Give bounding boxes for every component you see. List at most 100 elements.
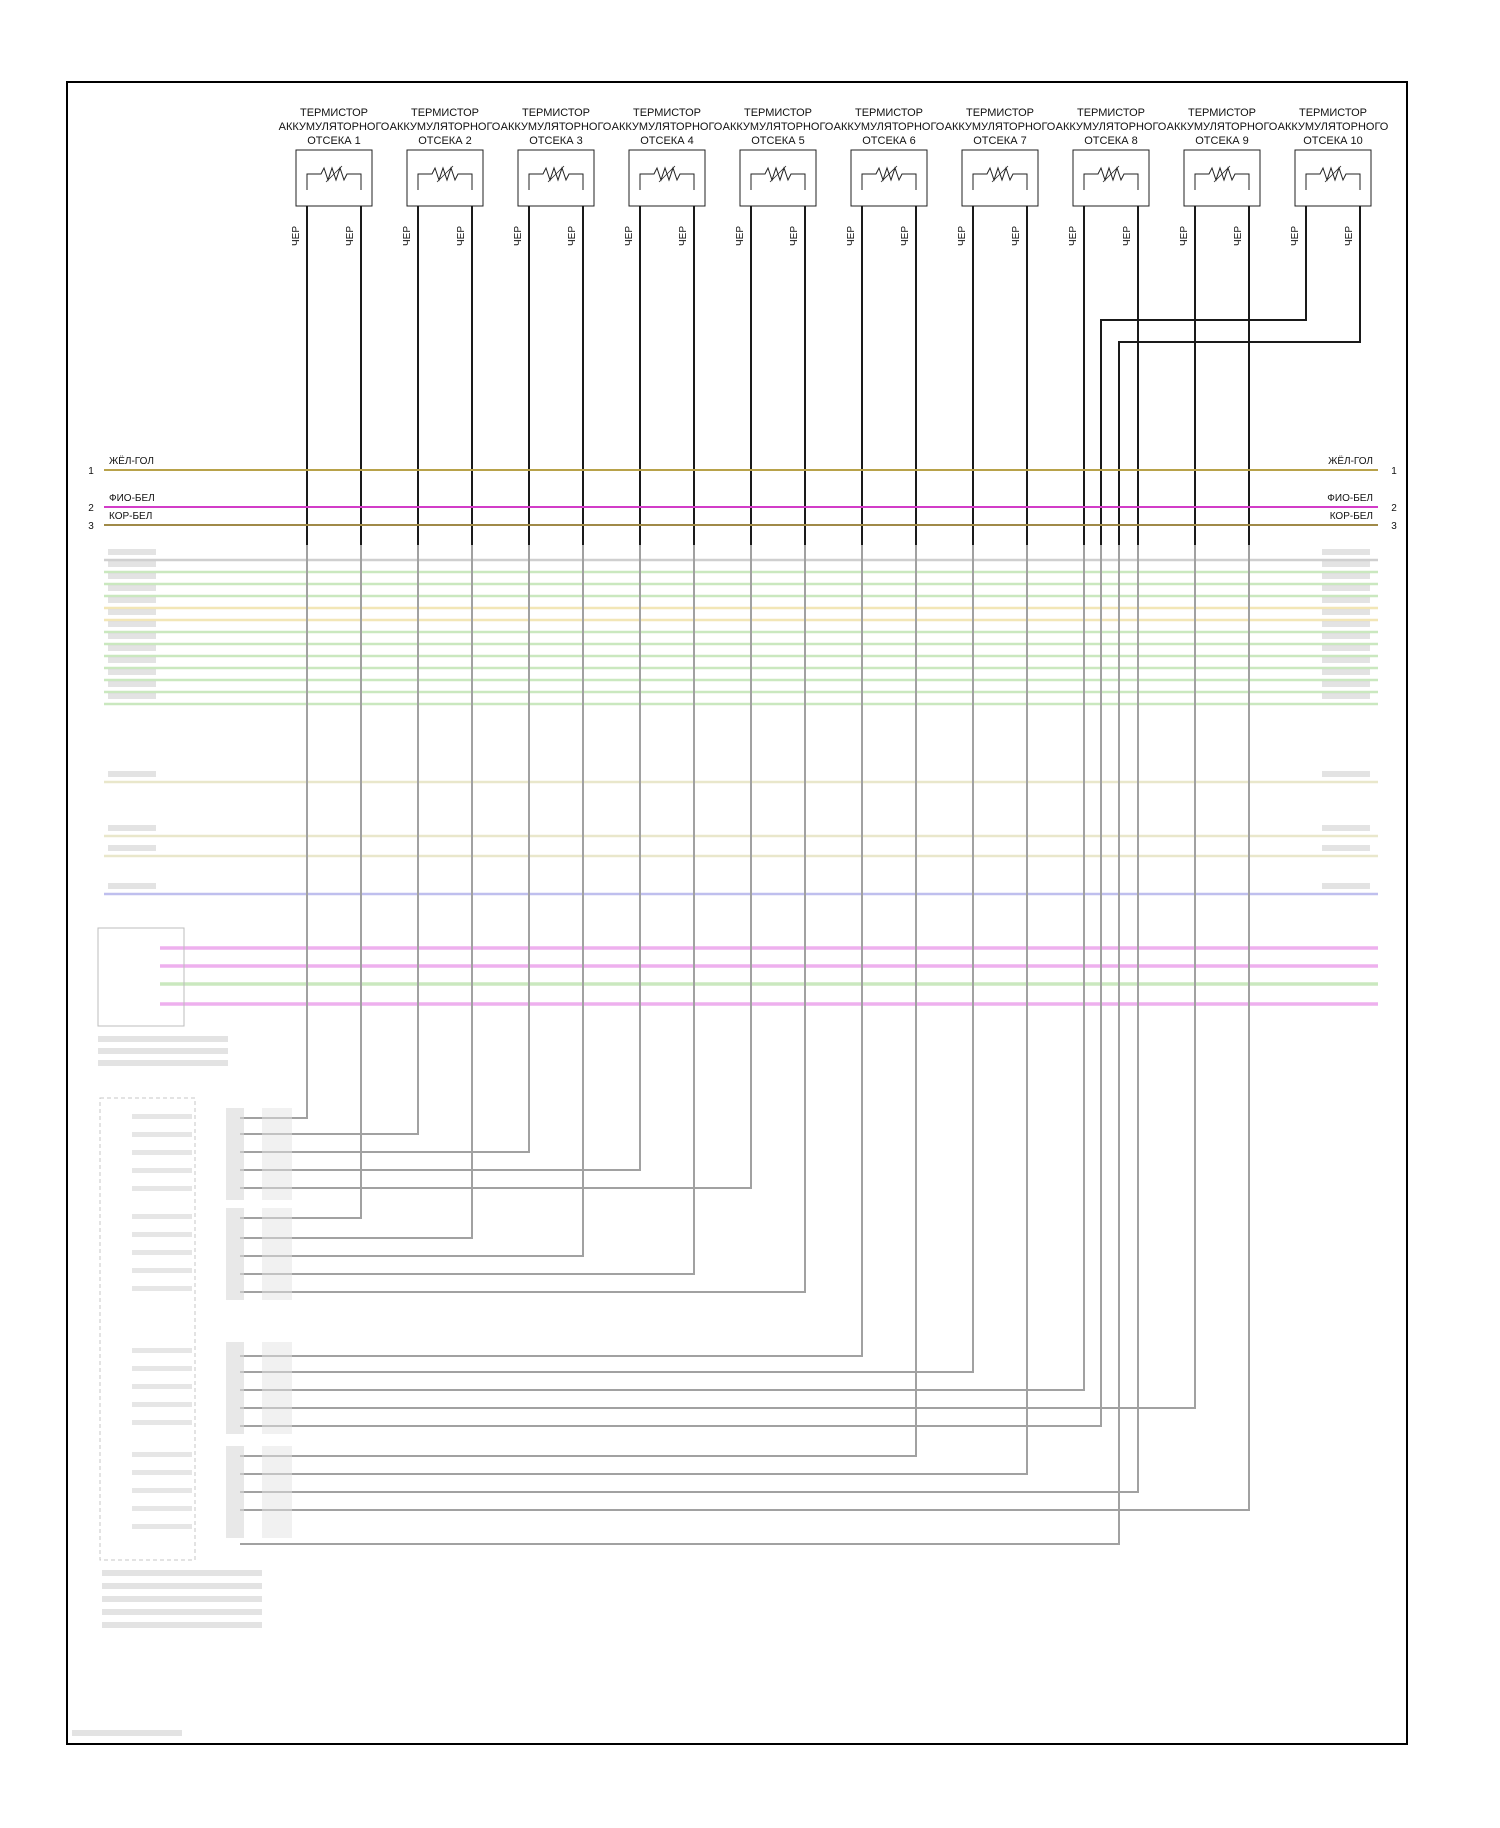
thermistor-8: ТЕРМИСТОР АККУМУЛЯТОРНОГО ОТСЕКА 8 ЧЕР ЧЕР <box>1056 107 1167 545</box>
wire-color-label: ЧЕР <box>1068 226 1079 246</box>
wire-color-label: ЧЕР <box>1011 226 1022 246</box>
bus-wire-label: ЖЁЛ-ГОЛ <box>1328 455 1373 467</box>
faded-label <box>132 1168 192 1173</box>
thermistor-title: ТЕРМИСТОР <box>300 107 368 119</box>
thermistor-title: ТЕРМИСТОР <box>522 107 590 119</box>
faded-label <box>108 693 156 699</box>
faded-label <box>1322 693 1370 699</box>
faded-label <box>98 1060 228 1066</box>
thermistor-bay-label: ОТСЕКА 4 <box>640 135 693 147</box>
wire-color-label: ЧЕР <box>567 226 578 246</box>
faded-label <box>108 597 156 603</box>
faded-label <box>1322 645 1370 651</box>
faded-label <box>132 1420 192 1425</box>
wire-color-label: ЧЕР <box>789 226 800 246</box>
thermistor-title: ТЕРМИСТОР <box>1188 107 1256 119</box>
blurred-section <box>72 545 1378 1736</box>
thermistor-bay-label: ОТСЕКА 8 <box>1084 135 1137 147</box>
faded-pin-block <box>226 1108 244 1200</box>
resistor-slash <box>1213 165 1231 183</box>
faded-label <box>108 883 156 889</box>
resistor-slash <box>658 165 676 183</box>
faded-label <box>1322 573 1370 579</box>
thermistor-subtitle: АККУМУЛЯТОРНОГО <box>1278 121 1389 133</box>
faded-label <box>132 1524 192 1529</box>
bus-pin-number: 2 <box>88 503 94 514</box>
thermistor-bay-label: ОТСЕКА 7 <box>973 135 1026 147</box>
faded-label <box>132 1506 192 1511</box>
faded-pin-block <box>226 1446 244 1538</box>
thermistor-group: ТЕРМИСТОР АККУМУЛЯТОРНОГО ОТСЕКА 1 ЧЕР ЧЕР ТЕ… <box>279 107 1389 545</box>
faded-thermistor-wire <box>240 545 752 1189</box>
faded-label <box>102 1609 262 1615</box>
thermistor-10: ТЕРМИСТОР АККУМУЛЯТОРНОГО ОТСЕКА 10 ЧЕР ЧЕР <box>1100 107 1389 545</box>
resistor-slash <box>436 165 454 183</box>
faded-thermistor-wire <box>240 545 308 1119</box>
wire-color-label: ЧЕР <box>345 226 356 246</box>
faded-label <box>132 1232 192 1237</box>
faded-label <box>102 1583 262 1589</box>
faded-label <box>98 1036 228 1042</box>
faded-thermistor-wire <box>240 545 584 1257</box>
bus-pin-number: 3 <box>88 521 94 532</box>
bus-wire-label: КОР-БЕЛ <box>109 511 152 522</box>
faded-label <box>1322 633 1370 639</box>
thermistor-bay-label: ОТСЕКА 1 <box>307 135 360 147</box>
thermistor-box <box>517 149 595 207</box>
faded-label <box>108 633 156 639</box>
thermistor-subtitle: АККУМУЛЯТОРНОГО <box>723 121 834 133</box>
thermistor-subtitle: АККУМУЛЯТОРНОГО <box>1056 121 1167 133</box>
resistor-slash <box>547 165 565 183</box>
thermistor-6: ТЕРМИСТОР АККУМУЛЯТОРНОГО ОТСЕКА 6 ЧЕР ЧЕР <box>834 107 945 545</box>
thermistor-bay-label: ОТСЕКА 2 <box>418 135 471 147</box>
faded-label <box>102 1570 262 1576</box>
thermistor-box <box>739 149 817 207</box>
faded-label <box>1322 585 1370 591</box>
faded-label <box>72 1730 182 1736</box>
faded-pin-block <box>262 1108 292 1200</box>
faded-label <box>1322 621 1370 627</box>
bus-wire-label: ФИО-БЕЛ <box>1327 493 1373 504</box>
thermistor-box <box>1294 149 1372 207</box>
faded-thermistor-wire <box>240 545 1250 1511</box>
faded-label <box>132 1384 192 1389</box>
faded-thermistor-wire <box>240 545 641 1171</box>
resistor-slash <box>325 165 343 183</box>
thermistor-9: ТЕРМИСТОР АККУМУЛЯТОРНОГО ОТСЕКА 9 ЧЕР ЧЕР <box>1167 107 1278 545</box>
faded-label <box>108 585 156 591</box>
thermistor-bay-label: ОТСЕКА 3 <box>529 135 582 147</box>
thermistor-title: ТЕРМИСТОР <box>633 107 701 119</box>
faded-thermistor-wire <box>240 545 917 1457</box>
faded-label <box>1322 825 1370 831</box>
wire-color-label: ЧЕР <box>624 226 635 246</box>
resistor-slash <box>991 165 1009 183</box>
faded-thermistor-wire <box>240 545 1085 1391</box>
wire-color-label: ЧЕР <box>1179 226 1190 246</box>
faded-label <box>1322 549 1370 555</box>
thermistor-bay-label: ОТСЕКА 9 <box>1195 135 1248 147</box>
thermistor-bay-label: ОТСЕКА 6 <box>862 135 915 147</box>
faded-label <box>1322 845 1370 851</box>
faded-label <box>132 1268 192 1273</box>
faded-thermistor-wire <box>240 545 1139 1493</box>
bus-wire-label: ЖЁЛ-ГОЛ <box>109 455 154 467</box>
faded-label <box>132 1214 192 1219</box>
thermistor-box <box>850 149 928 207</box>
wire-color-label: ЧЕР <box>1233 226 1244 246</box>
bus-line-3: 3 3 КОР-БЕЛ КОР-БЕЛ <box>88 511 1397 532</box>
faded-pin-block <box>262 1342 292 1434</box>
faded-label <box>132 1186 192 1191</box>
thermistor-subtitle: АККУМУЛЯТОРНОГО <box>501 121 612 133</box>
thermistor-4: ТЕРМИСТОР АККУМУЛЯТОРНОГО ОТСЕКА 4 ЧЕР ЧЕР <box>612 107 723 545</box>
thermistor-box <box>406 149 484 207</box>
faded-label <box>1322 771 1370 777</box>
faded-label <box>132 1366 192 1371</box>
bus-pin-number: 3 <box>1391 521 1397 532</box>
faded-thermistor-wire <box>240 545 695 1275</box>
faded-thermistor-wire <box>240 545 863 1357</box>
faded-label <box>132 1402 192 1407</box>
wire-color-label: ЧЕР <box>456 226 467 246</box>
faded-label <box>108 825 156 831</box>
bus-line-1: 1 1 ЖЁЛ-ГОЛ ЖЁЛ-ГОЛ <box>88 455 1397 477</box>
